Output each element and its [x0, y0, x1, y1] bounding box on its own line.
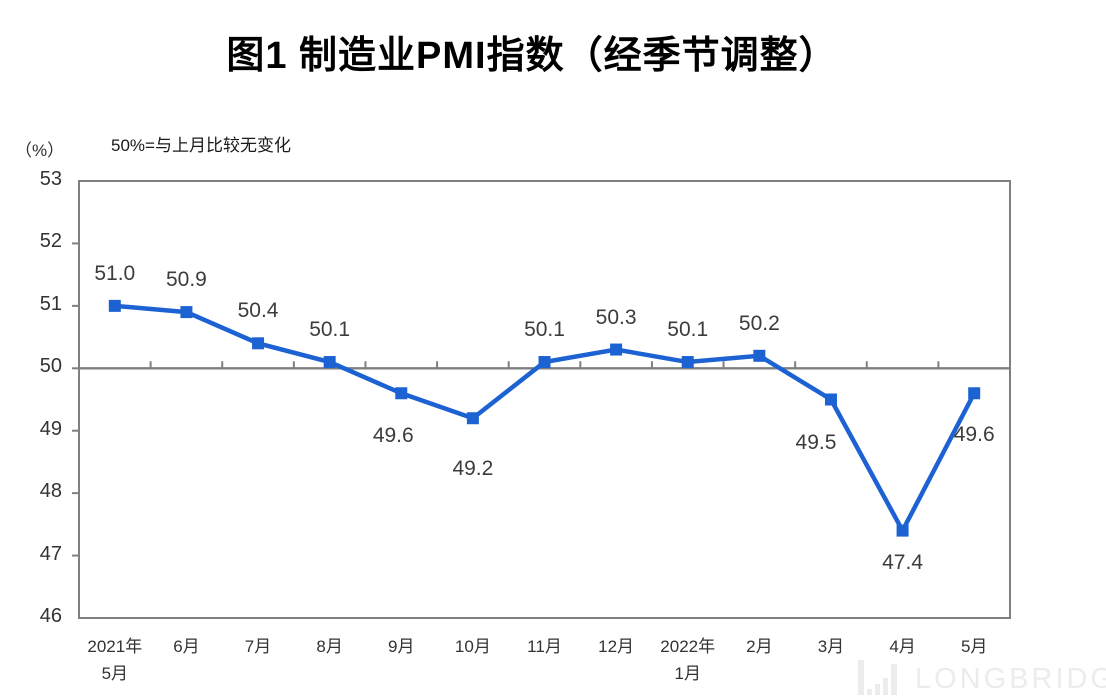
- x-category-label: 3月: [817, 637, 845, 656]
- pmi-marker: [753, 349, 766, 362]
- y-tick-label: 50: [39, 355, 62, 378]
- chart-title: 图1 制造业PMI指数（经季节调整）: [226, 35, 838, 77]
- logo-bar: [858, 660, 864, 695]
- longbridge-watermark-text: LONGBRIDGE: [915, 663, 1106, 695]
- point-label: 49.6: [372, 424, 414, 448]
- pmi-marker: [538, 356, 551, 369]
- y-tick-label: 51: [39, 292, 62, 315]
- x-category-label: 9月: [388, 637, 415, 656]
- plot-border: [78, 180, 1011, 619]
- x-category-label: 2月: [746, 637, 773, 656]
- x-category-label: 2022年 1月: [660, 637, 716, 683]
- point-label: 47.4: [882, 550, 923, 574]
- x-category-label: 10月: [454, 637, 491, 656]
- x-category-label: 12月: [598, 637, 635, 656]
- x-category-label: 7月: [244, 637, 272, 656]
- longbridge-watermark: LONGBRIDGE: [858, 660, 1106, 695]
- y-tick-label: 49: [39, 417, 62, 440]
- point-label: 50.1: [524, 318, 565, 342]
- pmi-marker: [610, 343, 623, 356]
- pmi-marker: [824, 393, 837, 406]
- y-tick-label: 47: [39, 542, 62, 565]
- y-tick-label: 52: [39, 230, 62, 253]
- x-category-label: 5月: [960, 637, 988, 656]
- x-category-label: 4月: [889, 637, 916, 656]
- logo-bar: [875, 684, 880, 695]
- pmi-marker: [180, 306, 193, 319]
- x-category-label: 8月: [316, 637, 343, 656]
- pmi-marker: [896, 524, 909, 537]
- point-label: 50.1: [667, 318, 709, 342]
- pmi-marker: [108, 299, 121, 312]
- pmi-marker: [252, 337, 265, 350]
- logo-bar: [891, 664, 897, 695]
- logo-bar: [883, 678, 888, 695]
- point-label: 49.5: [795, 430, 837, 454]
- reference-line-note: 50%=与上月比较无变化: [111, 136, 291, 155]
- pmi-marker: [395, 387, 408, 400]
- point-label: 49.6: [953, 423, 995, 447]
- y-tick-label: 53: [39, 168, 62, 190]
- x-category-label: 2021年 5月: [87, 637, 143, 683]
- point-label: 50.3: [595, 305, 637, 329]
- point-label: 50.2: [738, 311, 780, 335]
- point-label: 50.9: [165, 268, 207, 292]
- point-label: 50.4: [237, 299, 279, 323]
- y-tick-label: 46: [39, 605, 62, 627]
- point-label: 49.2: [452, 457, 494, 481]
- x-category-label: 6月: [173, 637, 200, 656]
- pmi-marker: [323, 356, 336, 369]
- y-tick-label: 48: [39, 480, 62, 503]
- point-label: 51.0: [94, 261, 136, 285]
- logo-bar: [867, 689, 872, 695]
- pmi-marker: [968, 387, 981, 400]
- point-label: 50.1: [309, 318, 351, 342]
- longbridge-logo-icon: [858, 660, 897, 695]
- x-category-label: 11月: [527, 637, 562, 656]
- y-axis-unit-label: （%）: [15, 141, 65, 160]
- pmi-marker: [466, 412, 479, 425]
- pmi-marker: [681, 356, 694, 369]
